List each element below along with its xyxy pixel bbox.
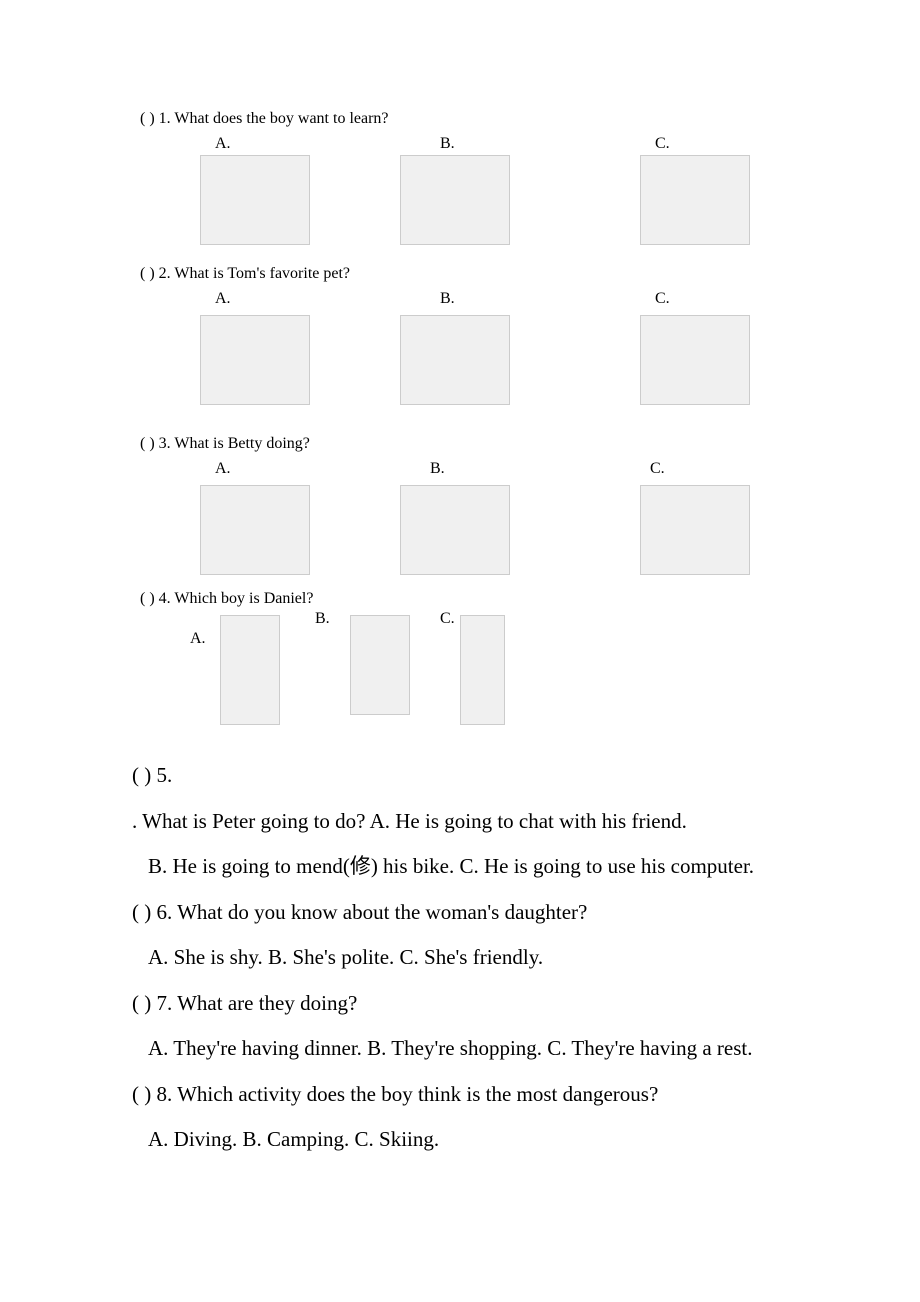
q8-line2: A. Diving. B. Camping. C. Skiing. xyxy=(100,1124,820,1156)
q2-opt-b: B. xyxy=(440,290,455,308)
q6-line2: A. She is shy. B. She's polite. C. She's… xyxy=(100,942,820,974)
q1-img-b xyxy=(400,155,510,245)
q4-img-c xyxy=(460,615,505,725)
q4-suffix: ) 4. Which boy is Daniel? xyxy=(149,590,313,607)
q5-bc-wrap: B. He is going to mend(修) his bike. C. H… xyxy=(100,851,820,883)
q7-line2-wrap: A. They're having dinner. B. They're sho… xyxy=(100,1033,820,1065)
q7-line1: ( ) 7. What are they doing? xyxy=(100,988,820,1020)
q4-img-a xyxy=(220,615,280,725)
q2-opt-a: A. xyxy=(215,290,231,308)
q3-suffix: ) 3. What is Betty doing? xyxy=(149,435,310,452)
q4-opt-c: C. xyxy=(440,610,455,628)
q3-img-a xyxy=(200,485,310,575)
q3-text: ( ) 3. What is Betty doing? xyxy=(140,435,310,453)
q2-suffix: ) 2. What is Tom's favorite pet? xyxy=(149,265,350,282)
q4-text: ( ) 4. Which boy is Daniel? xyxy=(140,590,313,608)
text-questions: ( ) 5. . What is Peter going to do? A. H… xyxy=(100,760,820,1156)
q7-line2: A. They're having dinner. B. They're sho… xyxy=(100,1036,752,1060)
q5-number: ( ) 5. xyxy=(100,760,820,792)
q4-opt-a: A. xyxy=(190,630,206,648)
q4-opt-b: B. xyxy=(315,610,330,628)
q3-img-c xyxy=(640,485,750,575)
q6-line1: ( ) 6. What do you know about the woman'… xyxy=(100,897,820,929)
q3-opt-a: A. xyxy=(215,460,231,478)
q1-suffix: ) 1. What does the boy want to learn? xyxy=(149,110,388,127)
q5-question: . What is Peter going to do? A. He is go… xyxy=(100,806,820,838)
q2-text: ( ) 2. What is Tom's favorite pet? xyxy=(140,265,350,283)
q3-opt-c: C. xyxy=(650,460,665,478)
q5-option-bc: B. He is going to mend(修) his bike. C. H… xyxy=(100,854,754,878)
q1-img-a xyxy=(200,155,310,245)
q1-opt-b: B. xyxy=(440,135,455,153)
q2-img-a xyxy=(200,315,310,405)
q2-img-c xyxy=(640,315,750,405)
q1-img-c xyxy=(640,155,750,245)
q3-img-b xyxy=(400,485,510,575)
q8-line1: ( ) 8. Which activity does the boy think… xyxy=(100,1079,820,1111)
q3-opt-b: B. xyxy=(430,460,445,478)
q2-img-b xyxy=(400,315,510,405)
q1-opt-a: A. xyxy=(215,135,231,153)
exam-image-panel: ( ) 1. What does the boy want to learn? … xyxy=(100,100,820,750)
q2-opt-c: C. xyxy=(655,290,670,308)
q4-img-b xyxy=(350,615,410,715)
q1-opt-c: C. xyxy=(655,135,670,153)
q1-text: ( ) 1. What does the boy want to learn? xyxy=(140,110,389,128)
